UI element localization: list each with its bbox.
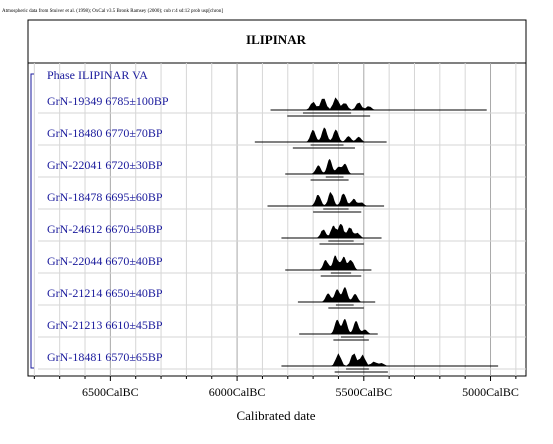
sample-label: GrN-18481 6570±65BP (47, 350, 163, 364)
sample-label: GrN-21214 6650±40BP (47, 286, 163, 300)
sample-row: GrN-21214 6650±40BP (38, 286, 526, 309)
sample-row: GrN-22044 6670±40BP (38, 254, 526, 277)
sample-label: GrN-21213 6610±45BP (47, 318, 163, 332)
plot-frame (27, 19, 527, 377)
probability-distribution (285, 255, 372, 270)
sample-row: GrN-18481 6570±65BP (38, 350, 526, 373)
sample-rows: GrN-19349 6785±100BP GrN-18480 6770±70BP G… (38, 94, 526, 373)
probability-distribution (281, 353, 499, 366)
x-tick-label: 6500CalBC (82, 385, 139, 399)
sample-label: GrN-19349 6785±100BP (47, 94, 169, 108)
probability-distribution (267, 191, 385, 206)
sample-label: GrN-18480 6770±70BP (47, 126, 163, 140)
x-axis-ticks: 6500CalBC 6000CalBC 5500CalBC 5000CalBC (33, 376, 519, 399)
sample-label: GrN-18478 6695±60BP (47, 190, 163, 204)
probability-distribution (285, 159, 364, 174)
probability-distribution (297, 287, 376, 302)
sample-row: GrN-18478 6695±60BP (38, 190, 526, 213)
gridlines (33, 63, 517, 376)
sample-row: GrN-21213 6610±45BP (38, 318, 526, 341)
sample-row: GrN-22041 6720±30BP (38, 158, 526, 181)
probability-distribution (281, 223, 382, 238)
probability-distribution (254, 127, 387, 142)
chart-title: ILIPINAR (246, 32, 307, 47)
probability-distribution (299, 319, 378, 334)
sample-row: GrN-19349 6785±100BP (38, 94, 526, 117)
phase-bracket (30, 73, 34, 369)
x-tick-label: 6000CalBC (209, 385, 266, 399)
data-credit: Atmospheric data from Stuiver et al. (19… (2, 9, 223, 14)
x-tick-label: 5500CalBC (335, 385, 392, 399)
sample-label: GrN-22044 6670±40BP (47, 254, 163, 268)
sample-label: GrN-24612 6670±50BP (47, 222, 163, 236)
sample-row: GrN-18480 6770±70BP (38, 126, 526, 149)
probability-distribution (270, 97, 487, 110)
phase-label: Phase ILIPINAR VA (47, 68, 148, 82)
sample-label: GrN-22041 6720±30BP (47, 158, 163, 172)
sample-row: GrN-24612 6670±50BP (38, 222, 526, 245)
x-tick-label: 5000CalBC (462, 385, 519, 399)
x-axis-label: Calibrated date (236, 408, 315, 423)
